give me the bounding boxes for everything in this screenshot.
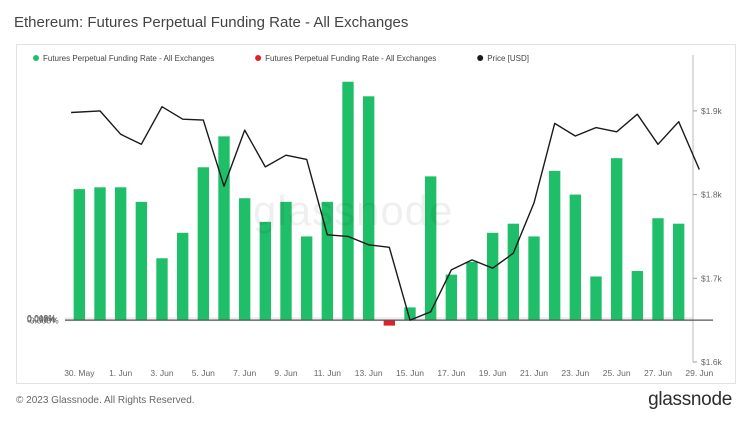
x-tick-label: 19. Jun bbox=[479, 368, 507, 378]
funding-bar-positive bbox=[321, 201, 334, 321]
x-tick-label: 9. Jun bbox=[274, 368, 297, 378]
watermark: glassnode bbox=[253, 187, 454, 234]
x-tick-label: 13. Jun bbox=[355, 368, 383, 378]
y-right-tick-label: $1.9k bbox=[701, 106, 723, 116]
x-tick-label: 3. Jun bbox=[150, 368, 173, 378]
funding-bar-positive bbox=[445, 274, 458, 321]
copyright-notice: © 2023 Glassnode. All Rights Reserved. bbox=[16, 395, 195, 406]
x-tick-label: 15. Jun bbox=[396, 368, 424, 378]
funding-bar-positive bbox=[631, 271, 644, 321]
funding-bar-positive bbox=[507, 223, 520, 321]
funding-bar-positive bbox=[590, 276, 602, 321]
chart-panel: 0.013% 0.008% 0.003% -0.003% $1.9k $1.8k $1.7k… bbox=[16, 44, 736, 384]
funding-bar-positive bbox=[114, 187, 127, 321]
funding-bar-positive bbox=[548, 170, 561, 321]
x-tick-label: 17. Jun bbox=[437, 368, 465, 378]
y-right-tick-label: $1.7k bbox=[701, 273, 723, 283]
funding-bar-positive bbox=[466, 261, 478, 321]
funding-bar-positive bbox=[342, 81, 354, 321]
funding-bar-positive bbox=[280, 201, 292, 321]
x-tick-label: 25. Jun bbox=[603, 368, 631, 378]
funding-bar-positive bbox=[610, 158, 623, 321]
funding-bar-positive bbox=[362, 96, 375, 321]
chart-title: Ethereum: Futures Perpetual Funding Rate… bbox=[14, 14, 409, 31]
legend-marker bbox=[477, 55, 484, 61]
legend-marker bbox=[255, 55, 262, 61]
legend-marker bbox=[33, 55, 39, 61]
price-line bbox=[71, 106, 700, 321]
funding-bar-positive bbox=[176, 232, 189, 321]
funding-bar-positive bbox=[300, 236, 313, 321]
x-tick-label: 5. Jun bbox=[192, 368, 215, 378]
funding-bar-positive bbox=[135, 201, 148, 321]
legend-label: Futures Perpetual Funding Rate - All Exc… bbox=[43, 54, 214, 63]
y-right-tick-label: $1.8k bbox=[701, 190, 723, 200]
funding-bar-positive bbox=[259, 221, 272, 321]
x-tick-label: 30. May bbox=[64, 368, 95, 378]
y-right-tick-label: $1.6k bbox=[701, 357, 723, 367]
x-tick-label: 21. Jun bbox=[520, 368, 548, 378]
x-tick-label: 23. Jun bbox=[561, 368, 589, 378]
funding-bar-positive bbox=[672, 223, 685, 321]
funding-bar-positive bbox=[528, 236, 540, 321]
y-left-tick-label: 0.003% bbox=[27, 315, 56, 325]
y-left-tick-label: -0.003% bbox=[27, 316, 59, 326]
x-tick-label: 27. Jun bbox=[644, 368, 672, 378]
x-tick-label: 11. Jun bbox=[314, 368, 342, 378]
y-left-tick-label: 0.008% bbox=[27, 314, 56, 324]
funding-bar-negative bbox=[383, 320, 396, 326]
funding-bar-positive bbox=[73, 189, 86, 321]
x-tick-label: 7. Jun bbox=[233, 368, 256, 378]
funding-bar-positive bbox=[486, 232, 499, 321]
funding-bar-positive bbox=[238, 198, 251, 321]
brand-logo: glassnode bbox=[648, 389, 732, 410]
funding-bar-positive bbox=[424, 176, 437, 321]
funding-bar-positive bbox=[404, 307, 416, 321]
funding-rate-chart: 0.013%0.008%0.003%-0.003% $1.9k $1.8k $1.7k… bbox=[27, 54, 723, 378]
y-left-tick-label: 0.013% bbox=[27, 313, 56, 323]
x-tick-label: 1. Jun bbox=[109, 368, 132, 378]
funding-bar-positive bbox=[156, 258, 168, 321]
funding-bar-positive bbox=[218, 136, 230, 321]
funding-bar-positive bbox=[197, 167, 210, 321]
funding-bar-positive bbox=[569, 194, 582, 321]
legend-label: Futures Perpetual Funding Rate - All Exc… bbox=[265, 54, 436, 63]
x-tick-label: 29. Jun bbox=[685, 368, 713, 378]
legend-label: Price [USD] bbox=[487, 54, 529, 63]
funding-bar-positive bbox=[652, 218, 664, 321]
funding-bar-positive bbox=[94, 187, 106, 321]
